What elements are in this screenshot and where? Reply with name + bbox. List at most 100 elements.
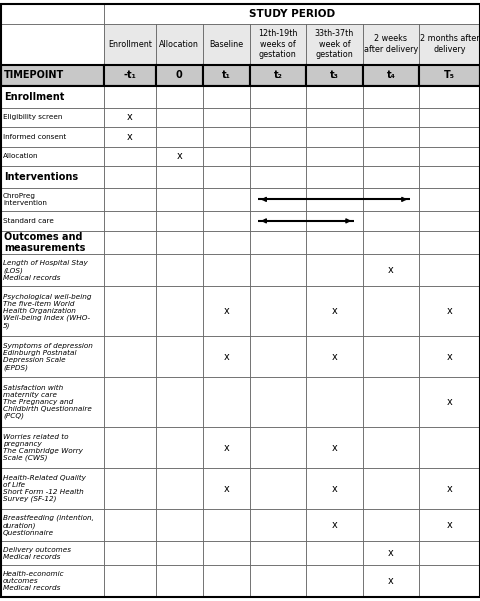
Bar — [202, 127, 249, 147]
Bar — [1, 211, 104, 231]
Text: Health-Related Quality
of Life
Short Form -12 Health
Survey (SF-12): Health-Related Quality of Life Short For… — [3, 475, 86, 502]
Bar — [104, 377, 156, 427]
Bar — [305, 188, 362, 211]
Bar — [305, 86, 362, 108]
Bar — [305, 23, 362, 64]
Text: Baseline: Baseline — [209, 40, 243, 49]
Bar — [418, 108, 479, 127]
Bar — [362, 254, 418, 286]
Bar — [249, 254, 305, 286]
Bar — [418, 565, 479, 597]
Bar — [305, 565, 362, 597]
Text: x: x — [387, 265, 393, 275]
Bar — [362, 147, 418, 166]
Bar — [418, 427, 479, 468]
Bar — [1, 166, 104, 188]
Bar — [156, 509, 202, 542]
Text: Length of Hospital Stay
(LOS)
Medical records: Length of Hospital Stay (LOS) Medical re… — [3, 260, 87, 281]
Bar — [104, 509, 156, 542]
Bar — [1, 108, 104, 127]
Bar — [156, 188, 202, 211]
Bar — [104, 147, 156, 166]
Text: x: x — [446, 520, 452, 530]
Bar — [104, 188, 156, 211]
Text: t₂: t₂ — [273, 70, 282, 81]
Bar — [156, 108, 202, 127]
Bar — [156, 166, 202, 188]
Text: x: x — [127, 112, 132, 123]
Text: x: x — [446, 352, 452, 362]
Bar — [104, 254, 156, 286]
Text: 2 weeks
after delivery: 2 weeks after delivery — [363, 34, 417, 53]
Bar — [156, 286, 202, 336]
Bar — [1, 4, 104, 23]
Bar — [418, 188, 479, 211]
Bar — [156, 64, 202, 86]
Bar — [249, 509, 305, 542]
Bar — [1, 377, 104, 427]
Bar — [1, 468, 104, 509]
Bar — [249, 211, 305, 231]
Text: Delivery outcomes
Medical records: Delivery outcomes Medical records — [3, 546, 71, 560]
Bar — [418, 166, 479, 188]
Bar — [156, 254, 202, 286]
Bar — [418, 23, 479, 64]
Bar — [104, 336, 156, 377]
Bar — [362, 211, 418, 231]
Bar — [104, 286, 156, 336]
Bar — [249, 188, 305, 211]
Bar — [362, 231, 418, 254]
Bar — [202, 254, 249, 286]
Bar — [156, 147, 202, 166]
Bar — [156, 211, 202, 231]
Bar — [249, 108, 305, 127]
Text: Symptoms of depression
Edinburgh Postnatal
Depression Scale
(EPDS): Symptoms of depression Edinburgh Postnat… — [3, 343, 93, 371]
Bar — [202, 23, 249, 64]
Bar — [156, 86, 202, 108]
Bar — [104, 64, 156, 86]
Bar — [1, 509, 104, 542]
Text: x: x — [446, 484, 452, 493]
Bar — [305, 427, 362, 468]
Bar — [362, 166, 418, 188]
Bar — [1, 254, 104, 286]
Bar — [202, 377, 249, 427]
Text: x: x — [331, 352, 336, 362]
Text: x: x — [176, 151, 182, 162]
Text: ChroPreg
intervention: ChroPreg intervention — [3, 193, 47, 206]
Bar — [305, 231, 362, 254]
Bar — [202, 64, 249, 86]
Text: Outcomes and
measurements: Outcomes and measurements — [4, 231, 85, 253]
Bar — [104, 565, 156, 597]
Bar — [305, 377, 362, 427]
Text: x: x — [331, 307, 336, 316]
Text: x: x — [223, 442, 228, 453]
Bar — [249, 127, 305, 147]
Bar — [362, 23, 418, 64]
Bar — [156, 468, 202, 509]
Bar — [418, 211, 479, 231]
Bar — [202, 231, 249, 254]
Text: x: x — [223, 352, 228, 362]
Text: Worries related to
pregnancy
The Cambridge Worry
Scale (CWS): Worries related to pregnancy The Cambrid… — [3, 434, 83, 462]
Text: Allocation: Allocation — [3, 153, 38, 159]
Bar — [202, 468, 249, 509]
Bar — [156, 127, 202, 147]
Text: Psychological well-being
The five-item World
Health Organization
Well-being Inde: Psychological well-being The five-item W… — [3, 294, 91, 329]
Bar — [1, 127, 104, 147]
Text: x: x — [331, 442, 336, 453]
Bar — [104, 23, 156, 64]
Bar — [305, 127, 362, 147]
Bar — [156, 231, 202, 254]
Text: 0: 0 — [176, 70, 182, 81]
Bar — [1, 336, 104, 377]
Bar — [1, 542, 104, 565]
Bar — [249, 231, 305, 254]
Text: x: x — [331, 520, 336, 530]
Bar — [156, 565, 202, 597]
Bar — [362, 108, 418, 127]
Bar — [305, 336, 362, 377]
Text: -t₁: -t₁ — [123, 70, 136, 81]
Text: Enrollment: Enrollment — [4, 92, 64, 102]
Bar — [418, 86, 479, 108]
